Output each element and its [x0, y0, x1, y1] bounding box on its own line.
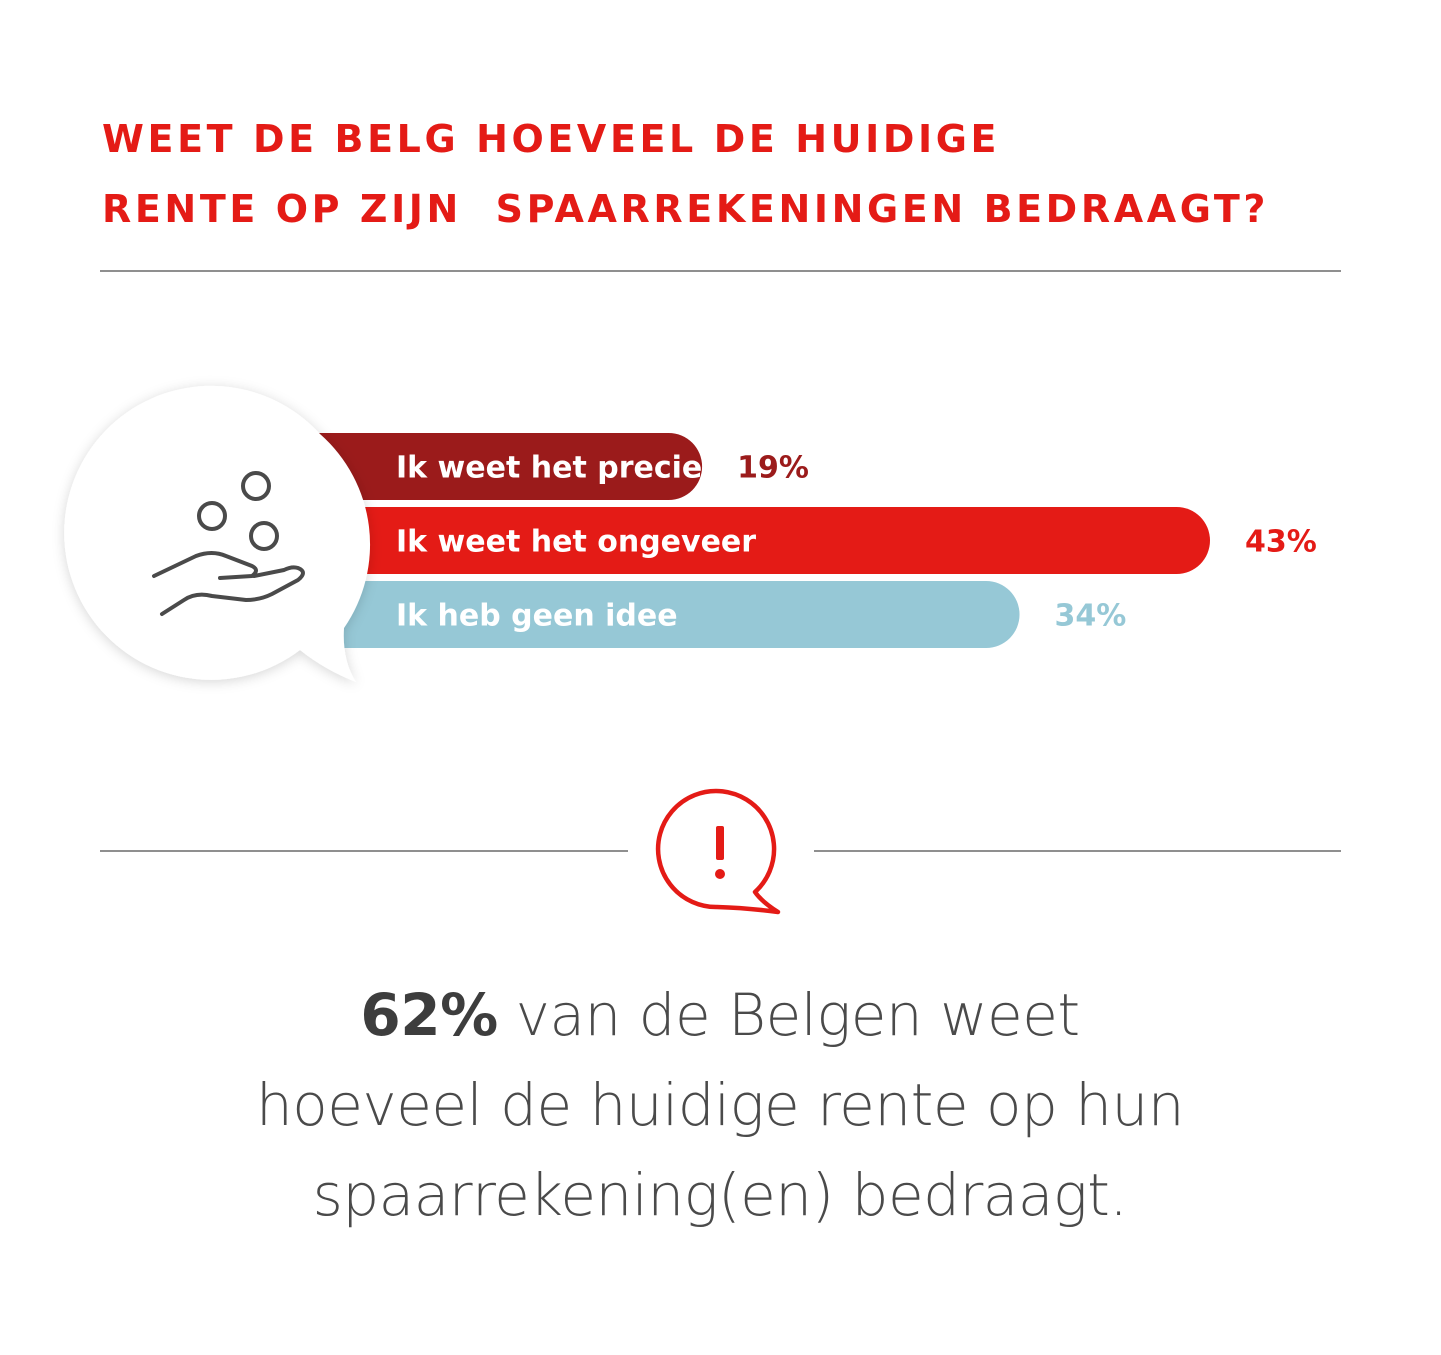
bottom-divider-left: [100, 850, 628, 852]
bar-label-ik-weet-het-ongeveer: Ik weet het ongeveer: [396, 525, 756, 560]
title-line-1: WEET DE BELG HOEVEEL DE HUIDIGE: [102, 117, 1001, 161]
bottom-divider-right: [814, 850, 1341, 852]
exclamation-speech-bubble-icon: [655, 788, 781, 915]
value-label-ik-heb-geen-idee: 34%: [1055, 599, 1127, 634]
conclusion-line-1-rest: van de Belgen weet: [497, 981, 1081, 1049]
conclusion-highlight: 62%: [360, 981, 498, 1049]
bar-label-ik-heb-geen-idee: Ik heb geen idee: [396, 599, 678, 634]
conclusion-line-2: hoeveel de huidige rente op hun: [256, 1071, 1185, 1139]
chart-title: WEET DE BELG HOEVEEL DE HUIDIGE RENTE OP…: [102, 104, 1342, 244]
top-divider: [100, 270, 1341, 272]
conclusion-line-3: spaarrekening(en) bedraagt.: [312, 1161, 1128, 1229]
conclusion-line-1: 62% van de Belgen weet: [120, 970, 1320, 1060]
title-line-2: RENTE OP ZIJN SPAARREKENINGEN BEDRAAGT?: [102, 187, 1269, 231]
bars-layer: [300, 433, 1210, 648]
speech-bubble-shape: [64, 385, 371, 682]
value-label-ik-weet-het-ongeveer: 43%: [1245, 525, 1317, 560]
bar-ik-weet-het-precies: [300, 433, 703, 500]
icon-bubble: [64, 385, 371, 682]
conclusion-text: 62% van de Belgen weet hoeveel de huidig…: [120, 970, 1320, 1240]
value-label-ik-weet-het-precies: 19%: [737, 451, 809, 486]
bar-ik-weet-het-ongeveer: [300, 507, 1210, 574]
hand-coins-icon: [152, 471, 305, 616]
bar-chart: Ik weet het precies 19% Ik weet het ongeve…: [64, 385, 1317, 682]
bar-ik-heb-geen-idee: [300, 581, 1020, 648]
labels-layer: Ik weet het precies 19% Ik weet het ongeve…: [396, 451, 1317, 634]
bar-label-ik-weet-het-precies: Ik weet het precies: [396, 451, 720, 486]
